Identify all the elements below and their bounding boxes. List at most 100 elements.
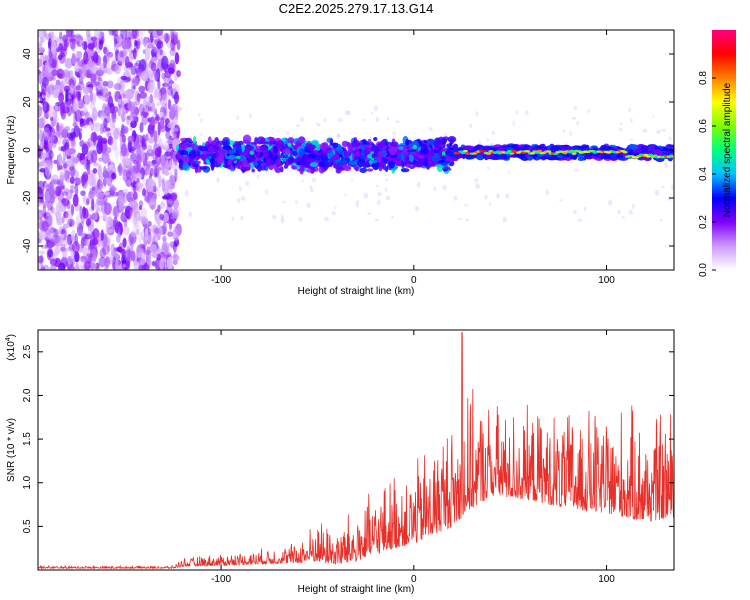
heatmap-cell	[38, 58, 43, 68]
heatmap-cell	[101, 149, 110, 164]
heatmap-cell	[89, 92, 97, 105]
heatmap-cell	[114, 259, 119, 270]
heatmap-cell	[49, 264, 57, 270]
heatmap-cell	[355, 203, 359, 208]
heatmap-cell	[420, 149, 429, 155]
heatmap-cell	[317, 123, 321, 127]
heatmap-cell	[457, 217, 463, 220]
heatmap-cell	[145, 163, 150, 171]
heatmap-cell	[105, 67, 113, 75]
heatmap-cell	[85, 158, 91, 171]
heatmap-cell	[401, 160, 405, 168]
heatmap-cell	[465, 218, 470, 222]
heatmap-cell	[48, 212, 53, 225]
heatmap-cell	[93, 81, 101, 86]
heatmap-cell	[123, 226, 130, 236]
heatmap-cell	[167, 85, 173, 96]
heatmap-cell	[124, 249, 132, 262]
heatmap-cell	[38, 180, 45, 194]
heatmap-cell	[173, 198, 179, 210]
heatmap-cell	[73, 37, 80, 42]
heatmap-cell	[60, 45, 65, 59]
heatmap-cell	[142, 99, 147, 109]
heatmap-cell	[392, 131, 397, 135]
heatmap-cell	[632, 148, 642, 153]
heatmap-cell	[71, 94, 75, 102]
colorbar-tick-label: 0.0	[698, 263, 709, 277]
heatmap-cell	[161, 241, 166, 252]
heatmap-cell	[282, 147, 291, 155]
heatmap-cell	[49, 230, 56, 243]
heatmap-cell	[621, 215, 625, 219]
heatmap-cell	[38, 230, 47, 240]
heatmap-cell	[103, 118, 108, 129]
heatmap-cell	[430, 161, 438, 166]
heatmap-cell	[265, 157, 273, 167]
heatmap-cell	[150, 62, 157, 72]
heatmap-cell	[405, 163, 412, 168]
heatmap-cell	[49, 258, 58, 266]
heatmap-cell	[164, 180, 171, 192]
heatmap-cell	[267, 136, 274, 141]
heatmap-cell	[151, 102, 156, 113]
heatmap-cell	[172, 241, 177, 253]
y-tick-label: 2.5	[22, 344, 33, 358]
heatmap-cell	[486, 166, 490, 170]
heatmap-cell	[62, 223, 70, 229]
heatmap-cell	[83, 107, 88, 117]
heatmap-cell	[174, 91, 179, 105]
heatmap-cell	[107, 91, 112, 97]
heatmap-cell	[106, 216, 113, 227]
heatmap-cell	[106, 228, 115, 234]
heatmap-cell	[44, 163, 51, 178]
heatmap-cell	[58, 164, 63, 171]
heatmap-cell	[296, 124, 300, 128]
heatmap-cell	[95, 91, 103, 97]
heatmap-cell	[314, 143, 321, 151]
heatmap-cell	[329, 167, 334, 170]
heatmap-cell	[80, 211, 85, 225]
y-tick-label: 1.0	[22, 475, 33, 489]
heatmap-cell	[298, 216, 303, 222]
heatmap-cell	[118, 79, 125, 94]
heatmap-cell	[97, 242, 105, 247]
heatmap-cell	[84, 111, 90, 120]
heatmap-cell	[366, 144, 373, 148]
heatmap-cell	[93, 185, 99, 195]
heatmap-cell	[132, 47, 137, 60]
snr-frame	[37, 329, 675, 571]
heatmap-cell	[149, 94, 154, 104]
heatmap-cell	[167, 99, 172, 111]
y-tick-label: 0	[22, 147, 33, 153]
heatmap-cell	[433, 186, 437, 192]
heatmap-cell	[583, 206, 587, 212]
heatmap-cell	[71, 240, 80, 253]
heatmap-cell	[51, 135, 58, 145]
heatmap-cell	[300, 116, 305, 123]
colorbar-label: Normalized spectral amplitude	[722, 82, 733, 217]
heatmap-cell	[177, 206, 182, 212]
heatmap-cell	[63, 142, 70, 151]
heatmap-cell	[96, 78, 105, 91]
heatmap-cell	[262, 157, 267, 164]
heatmap-cell	[507, 170, 511, 175]
heatmap-cell	[298, 148, 306, 157]
heatmap-cell	[443, 166, 451, 170]
heatmap-cell	[155, 224, 163, 237]
heatmap-cell	[83, 51, 89, 65]
heatmap-cell	[115, 127, 122, 136]
heatmap-cell	[148, 40, 153, 49]
heatmap-cell	[102, 212, 107, 221]
heatmap-cell	[630, 138, 634, 142]
heatmap-cell	[135, 134, 144, 143]
heatmap-cell	[231, 216, 234, 222]
heatmap-cell	[66, 30, 73, 38]
heatmap-cell	[134, 163, 143, 176]
heatmap-cell	[572, 209, 577, 215]
heatmap-cell	[159, 111, 164, 117]
heatmap-cell	[259, 144, 267, 151]
heatmap-cell	[344, 109, 350, 116]
heatmap-cell	[445, 154, 451, 162]
heatmap-cell	[210, 162, 215, 171]
heatmap-cell	[576, 121, 580, 125]
